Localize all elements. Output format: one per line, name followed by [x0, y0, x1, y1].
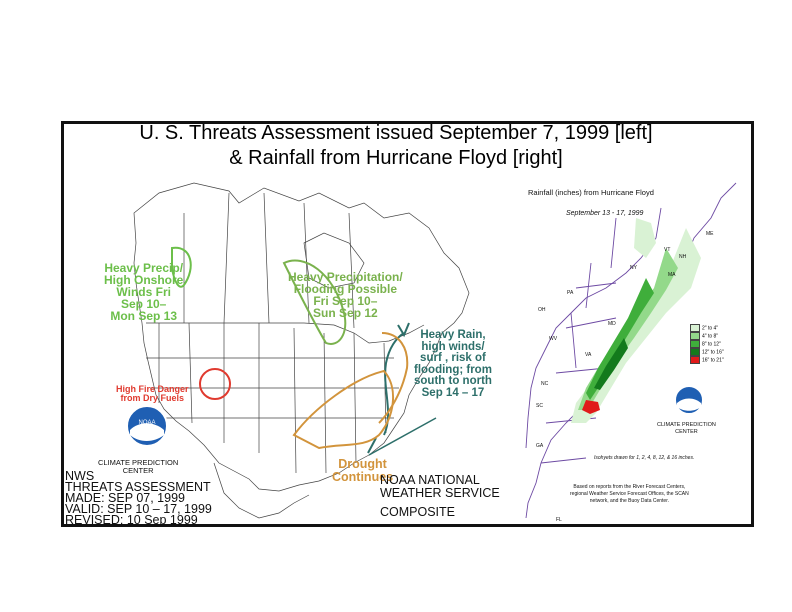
- legend-row: 4" to 8": [690, 332, 740, 340]
- legend-row: 2" to 4": [690, 324, 740, 332]
- source-note: Based on reports from the River Forecast…: [570, 484, 689, 504]
- composite-label: COMPOSITE: [380, 505, 456, 519]
- legend-row: 16" to 21": [690, 356, 740, 364]
- noaa-logo-left: NOAA: [126, 405, 168, 447]
- state-label: NC: [541, 381, 549, 387]
- north-america-outline: [133, 182, 470, 492]
- fire-danger-area: [199, 368, 231, 400]
- page-title-line2: & Rainfall from Hurricane Floyd [right]: [229, 147, 563, 169]
- noaa-logo-right: [674, 385, 704, 415]
- cpc-label-left: CLIMATE PREDICTION CENTER: [98, 458, 179, 475]
- rainfall-dates: September 13 - 17, 1999: [566, 210, 644, 217]
- page-title-line1: U. S. Threats Assessment issued Septembe…: [139, 122, 653, 144]
- noaa-nws-block: NOAA NATIONAL WEATHER SERVICE: [380, 473, 500, 500]
- state-label: NH: [679, 254, 687, 260]
- state-label: GA: [536, 443, 544, 449]
- label-precip-flooding: Heavy Precipitation/Flooding Possible Fri…: [288, 270, 403, 320]
- state-label: ME: [706, 231, 714, 237]
- noaa-logo-text: NOAA: [138, 420, 155, 426]
- state-label: VA: [585, 352, 592, 358]
- legend-row: 12" to 16": [690, 348, 740, 356]
- state-label: MD: [608, 321, 616, 327]
- state-label: PA: [567, 290, 574, 296]
- legend-row: 8" to 12": [690, 340, 740, 348]
- state-label: FL: [556, 517, 562, 523]
- label-precip-west: Heavy Precip/High Onshore Winds Fri Sep 10…: [104, 261, 184, 323]
- precip-west-area: [171, 246, 192, 288]
- state-label: NY: [630, 265, 637, 271]
- isohyets-note: Isohyets drawn for 1, 2, 4, 8, 12, & 16 …: [594, 455, 695, 461]
- cpc-label-right: CLIMATE PREDICTION CENTER: [657, 422, 716, 435]
- state-label: SC: [536, 403, 543, 409]
- rainfall-map: [525, 182, 737, 519]
- threats-map: NOAA: [126, 182, 470, 519]
- rainfall-title: Rainfall (inches) from Hurricane Floyd: [528, 188, 654, 197]
- state-label: WV: [549, 336, 558, 342]
- state-label: MA: [668, 272, 676, 278]
- max-rainfall-area: [582, 400, 600, 414]
- label-fire-danger: High Fire Danger from Dry Fuels: [116, 384, 189, 403]
- precip-flooding-area: [282, 259, 347, 345]
- nws-info-block: NWS THREATS ASSESSMENT MADE: SEP 07, 1999 V…: [65, 469, 212, 527]
- state-label: VT: [664, 247, 671, 253]
- drought-area: [292, 369, 395, 450]
- heavy-rain-track: [383, 332, 405, 436]
- label-heavy-rain: Heavy Rain, high winds/surf , risk of floo…: [414, 329, 492, 399]
- label-drought: Drought Continues: [332, 457, 394, 484]
- state-label: OH: [538, 307, 546, 313]
